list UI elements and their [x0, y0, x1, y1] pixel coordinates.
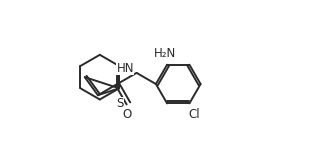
Text: S: S: [116, 97, 124, 110]
Text: O: O: [123, 108, 132, 121]
Text: H₂N: H₂N: [154, 47, 176, 60]
Text: HN: HN: [116, 62, 134, 75]
Text: Cl: Cl: [188, 108, 200, 121]
